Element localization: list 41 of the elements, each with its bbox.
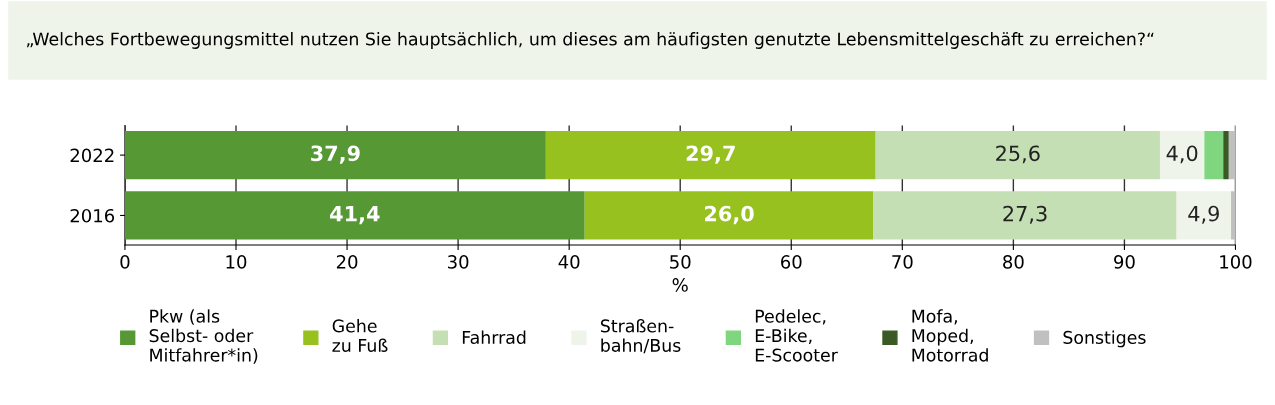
data-label: 41,4 (330, 206, 380, 225)
bar (873, 191, 1177, 240)
bar (584, 191, 874, 240)
x-tick-label: 40 (558, 255, 580, 269)
data-label: 27,3 (1003, 205, 1047, 224)
legend-label: Fahrrad (462, 330, 526, 344)
bar (1204, 130, 1224, 180)
x-tick-label: 80 (1003, 255, 1024, 269)
bar (1231, 191, 1236, 240)
bar (875, 130, 1160, 180)
legend-label: Sonstiges (1063, 330, 1146, 348)
bar (1159, 130, 1205, 180)
bar (1223, 130, 1229, 180)
x-tick-label: 100 (1220, 255, 1252, 269)
legend-label: Straßen- bahn/Bus (600, 319, 681, 354)
legend-label: Gehe zu Fuß (332, 319, 388, 352)
y-tick-label: 2016 (70, 208, 115, 223)
bar (545, 130, 876, 180)
y-tick-label: 2022 (70, 148, 114, 163)
x-tick-label: 20 (336, 255, 358, 269)
x-tick-label: 90 (1114, 255, 1135, 269)
bar (124, 130, 546, 180)
bar (124, 191, 585, 240)
data-label: 25,6 (996, 145, 1040, 164)
x-tick-label: 60 (781, 255, 802, 269)
x-tick-label: 30 (448, 255, 469, 269)
x-axis-title: % (672, 278, 688, 292)
legend-label: Pedelec, E-Bike, E-Scooter (755, 309, 838, 362)
data-label: 4,0 (1166, 145, 1198, 164)
x-tick-label: 10 (226, 255, 247, 269)
data-label: 4,9 (1188, 205, 1219, 224)
data-label: 29,7 (686, 145, 735, 164)
x-tick-label: 0 (120, 255, 130, 269)
x-tick-label: 70 (892, 255, 913, 269)
bar (1176, 191, 1232, 240)
legend-label: Pkw (als Selbst- oder Mitfahrer*in) (149, 309, 258, 364)
data-label: 26,0 (705, 205, 754, 225)
data-label: 37,9 (311, 145, 360, 164)
x-tick-label: 50 (670, 255, 691, 269)
chart-title: „Welches Fortbewegungsmittel nutzen Sie hauptsächlich, um dieses am häufigsten genutzte Lebensmittelgeschäft zu erreichen?“ (26, 32, 1154, 49)
legend-label: Mofa, Moped, Motorrad (912, 309, 988, 362)
